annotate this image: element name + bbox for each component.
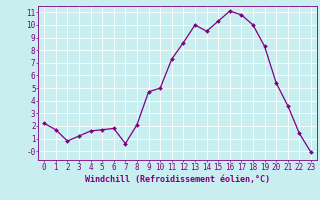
X-axis label: Windchill (Refroidissement éolien,°C): Windchill (Refroidissement éolien,°C) [85, 175, 270, 184]
